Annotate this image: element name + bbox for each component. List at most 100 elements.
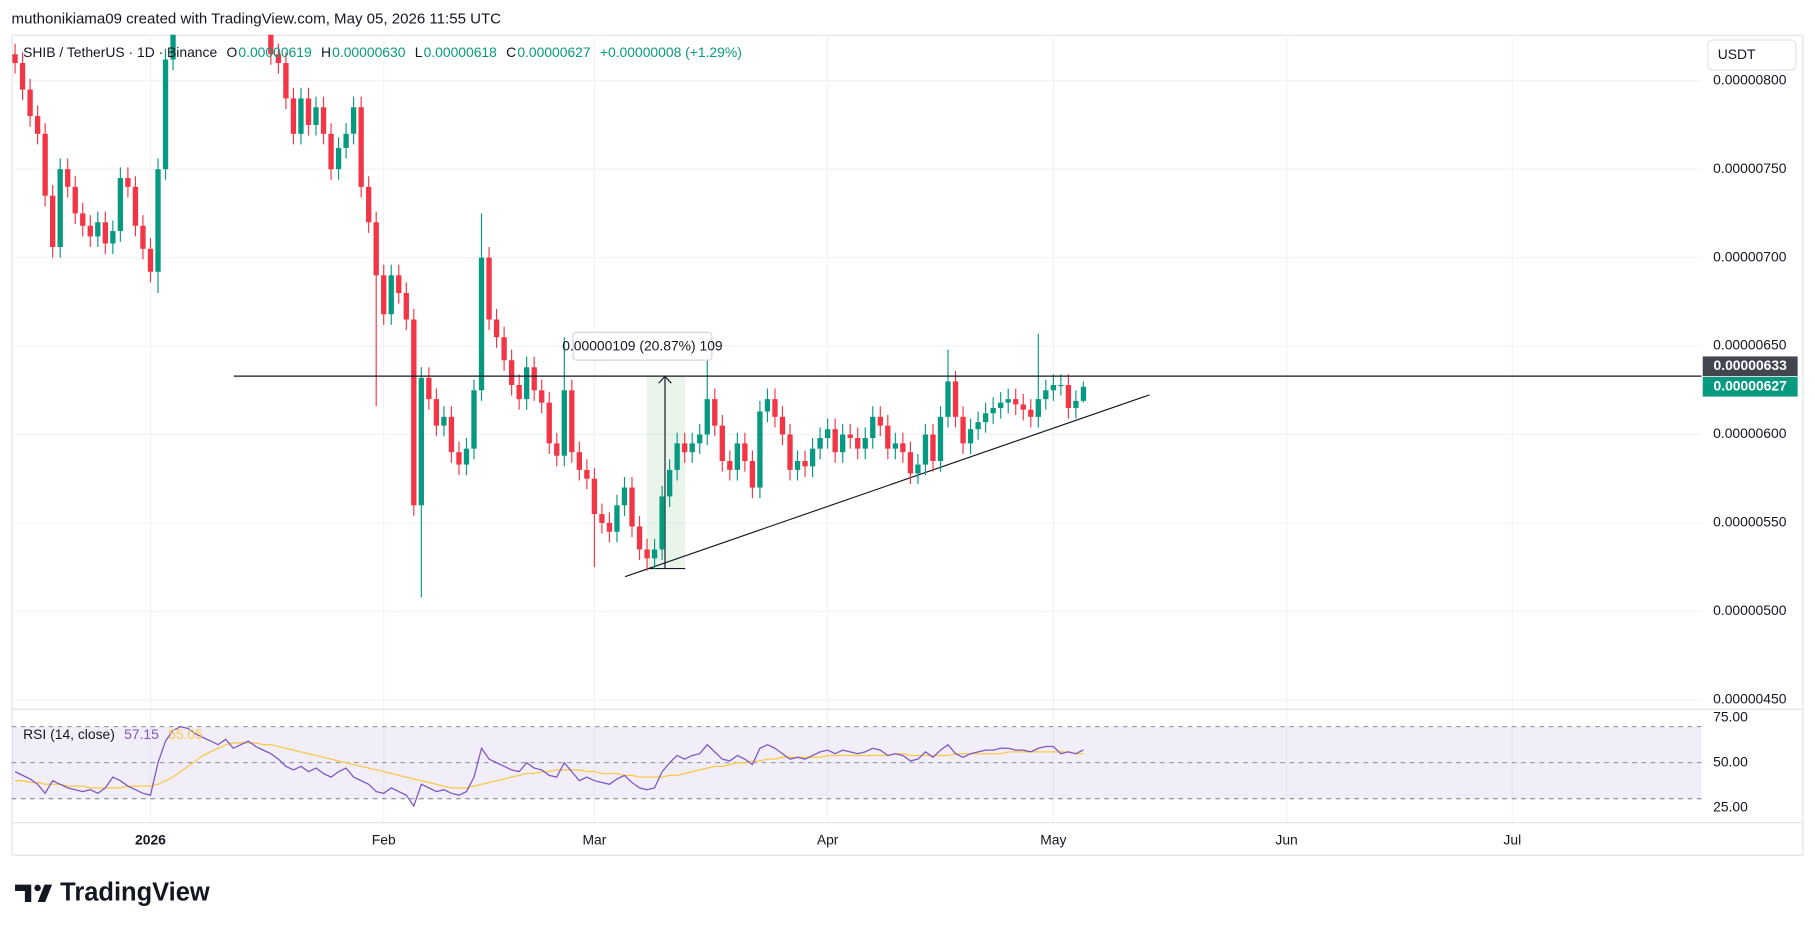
candle-body (448, 416, 455, 453)
candle-body (787, 434, 793, 470)
y-tick-label: 0.00000700 (1713, 248, 1787, 264)
currency-label[interactable]: USDT (1718, 46, 1756, 62)
candle-body (463, 448, 470, 465)
currency-box[interactable] (1707, 39, 1797, 71)
candle-body (569, 390, 575, 453)
candle-body (982, 413, 989, 423)
candle-body (1065, 384, 1072, 408)
grid (11, 34, 1702, 823)
legend-ohlc-value: 0.00000618 (424, 44, 498, 60)
last-price-box (1702, 376, 1798, 397)
candle-body (885, 425, 891, 449)
candle-body (411, 319, 417, 506)
candle-body (892, 443, 899, 449)
y2-tick-label: 50.00 (1713, 753, 1748, 769)
candle-body (343, 133, 349, 148)
rsi-value: 57.15 (124, 726, 159, 742)
candle-body (471, 390, 477, 449)
candle-body (27, 89, 33, 117)
candle-body (486, 257, 492, 320)
candle-body (539, 390, 545, 403)
candle-body (682, 443, 688, 453)
candle-body (772, 399, 778, 417)
candle-body (779, 416, 786, 435)
candle-body (554, 443, 560, 456)
candle-body (140, 225, 146, 249)
candle-body (636, 526, 643, 550)
candle-body (65, 169, 71, 187)
y2-tick-label: 75.00 (1713, 708, 1748, 724)
level-label-box (1702, 356, 1798, 377)
candle-body (403, 292, 409, 320)
candle-body (524, 367, 530, 400)
candle-body (1028, 409, 1034, 417)
logo-mark (37, 884, 53, 903)
candle-body (824, 429, 831, 439)
candle-body (945, 381, 951, 417)
candle-body (57, 169, 63, 248)
trendline (624, 394, 1150, 578)
candle-body (900, 443, 906, 453)
candle-body (877, 416, 883, 426)
x-tick-label: Mar (582, 831, 606, 847)
candle-body (734, 443, 741, 470)
candle-body (952, 381, 959, 417)
candle-body (576, 452, 583, 470)
legend-ohlc-value: 0.00000619 (238, 44, 312, 60)
candle-body (998, 402, 1004, 408)
candle-body (967, 429, 974, 444)
candle-body (749, 461, 756, 488)
candle-body (381, 275, 387, 315)
candle-body (666, 469, 673, 497)
candle-body (599, 514, 605, 523)
candle-body (794, 461, 801, 470)
candle-body (907, 452, 914, 474)
footer-brand: TradingView (60, 879, 210, 907)
candle-body (712, 399, 718, 426)
candle-body (915, 464, 921, 474)
legend-ohlc-value: 0.00000630 (332, 44, 406, 60)
candle-body (1013, 399, 1019, 405)
candle-body (80, 213, 86, 226)
candle-body (155, 169, 161, 272)
candle-body (531, 367, 537, 391)
candle-body (1073, 400, 1079, 408)
y-tick-label: 0.00000500 (1713, 602, 1787, 618)
candle-body (147, 248, 154, 272)
rsi-title: RSI (14, close) (23, 726, 115, 742)
candle-body (366, 186, 372, 223)
candle-body (125, 178, 131, 187)
candle-body (19, 63, 26, 90)
candle-body (727, 461, 733, 470)
candle-body (95, 222, 101, 237)
header-text: muthonikiama09 created with TradingView.… (12, 11, 502, 28)
measure-box (647, 376, 686, 569)
candle-body (975, 422, 981, 430)
candle-body (320, 107, 327, 134)
legend-ohlc-value: 0.00000627 (517, 44, 591, 60)
candle-body (12, 54, 18, 64)
candle-body (508, 360, 515, 385)
candle-body (102, 222, 108, 244)
candle-body (817, 438, 823, 449)
y2-tick-label: 25.00 (1713, 798, 1748, 814)
candle-body (1050, 384, 1057, 391)
measure-label-box (572, 331, 713, 361)
candle-body (847, 434, 853, 439)
x-tick-label: Jun (1275, 831, 1297, 847)
candle-body (313, 107, 319, 125)
legend-ohlc-key: C (506, 44, 516, 60)
candle-body (132, 186, 139, 226)
candle-body (335, 147, 342, 170)
measure-label: 0.00000109 (20.87%) 109 (562, 337, 723, 353)
candle-body (34, 116, 41, 134)
rsi-ma-value: 55.05 (168, 726, 203, 742)
candle-body (1058, 384, 1064, 387)
level-label: 0.00000633 (1714, 357, 1788, 373)
candle-body (305, 98, 312, 125)
candle-body (584, 469, 590, 479)
candle-body (358, 107, 364, 187)
candle-body (802, 461, 808, 467)
